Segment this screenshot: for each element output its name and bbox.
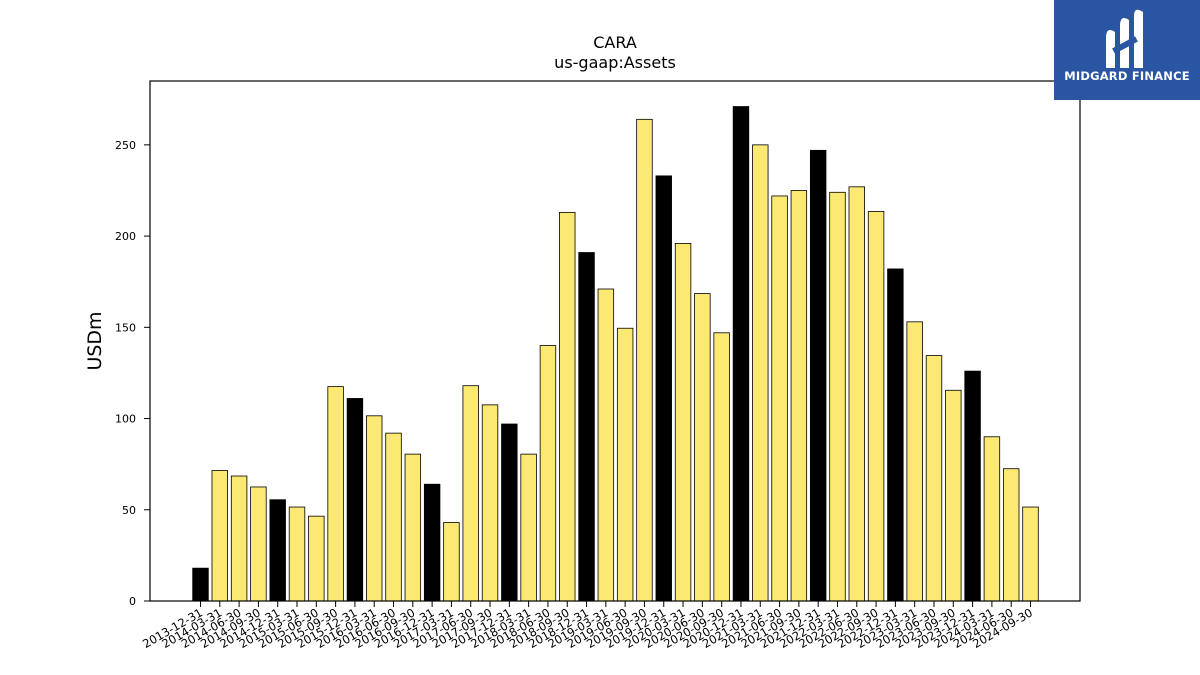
company-logo: MIDGARD FINANCE: [1054, 0, 1200, 100]
bar-2021-03-31: [752, 144, 769, 602]
bar-2014-06-30: [230, 475, 248, 602]
y-tick-label: 100: [115, 413, 136, 426]
bar-2016-09-30: [404, 453, 422, 602]
bar-2015-09-30: [327, 386, 344, 602]
logo-mark-icon: [1106, 9, 1143, 68]
bar-2014-09-30: [250, 486, 267, 602]
bar-2021-09-30: [790, 190, 808, 602]
chart-subtitle: us-gaap:Assets: [554, 53, 676, 72]
bar-2016-03-31: [366, 415, 383, 602]
y-tick-label: 200: [115, 230, 136, 243]
bar-2019-09-30: [636, 118, 653, 602]
bar-2017-12-31: [501, 423, 518, 602]
bar-2021-06-30: [771, 195, 788, 602]
y-axis-label: USDm: [84, 311, 106, 370]
bar-2024-06-30: [1003, 468, 1020, 602]
logo-text: MIDGARD FINANCE: [1064, 69, 1190, 83]
bar-2017-03-31: [443, 522, 460, 602]
y-tick-label: 0: [129, 595, 136, 608]
y-tick-label: 50: [122, 504, 136, 517]
bar-2013-12-31: [192, 567, 209, 602]
bar-2014-12-31: [269, 499, 286, 602]
bar-2022-03-31: [829, 191, 846, 602]
bar-2022-09-30: [867, 211, 885, 602]
bar-2023-03-31: [906, 321, 923, 602]
bar-2016-06-30: [385, 432, 402, 602]
bar-2023-12-31: [964, 370, 981, 602]
bar-2018-06-30: [539, 345, 557, 602]
bar-2020-12-31: [732, 106, 750, 602]
bar-2022-06-30: [848, 186, 865, 602]
plot-frame: [149, 80, 1081, 602]
bar-2018-09-30: [559, 211, 576, 602]
chart-title: CARA: [593, 33, 637, 52]
y-tick-label: 150: [115, 321, 136, 334]
bar-2024-03-31: [983, 436, 1001, 602]
bar-2019-12-31: [655, 175, 672, 602]
bar-2023-09-30: [945, 389, 962, 602]
bar-2017-06-30: [462, 385, 479, 602]
bar-2020-03-31: [674, 242, 692, 602]
bar-2020-09-30: [713, 332, 730, 602]
bar-2022-12-31: [887, 268, 904, 602]
bar-2018-12-31: [578, 252, 595, 602]
bar-2024-09-30: [1022, 506, 1039, 602]
bar-2016-12-31: [423, 483, 441, 602]
y-tick-label: 250: [115, 139, 136, 152]
bar-2021-12-31: [809, 149, 827, 602]
bar-2015-06-30: [308, 515, 325, 602]
bar-2019-03-31: [597, 288, 615, 602]
bar-2015-03-31: [288, 506, 306, 602]
bar-2017-09-30: [481, 404, 499, 602]
bar-2023-06-30: [925, 355, 943, 602]
bar-2019-06-30: [616, 327, 634, 602]
bar-2015-12-31: [346, 398, 364, 602]
bar-2018-03-31: [520, 453, 537, 602]
bar-2020-06-30: [694, 293, 711, 602]
bar-2014-03-31: [211, 470, 229, 602]
